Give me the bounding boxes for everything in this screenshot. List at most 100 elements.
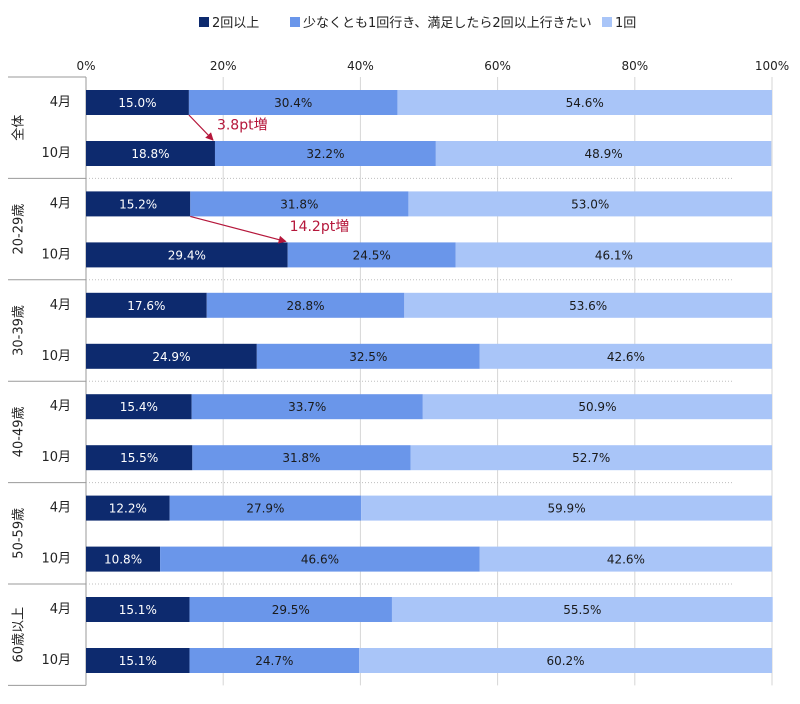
legend-swatch [602,17,612,27]
data-label: 50.9% [578,400,616,414]
data-label: 10.8% [104,553,142,567]
bar-segment [192,445,411,471]
data-label: 24.9% [152,350,190,364]
data-label: 15.4% [120,400,158,414]
data-label: 31.8% [282,451,320,465]
row-label: 4月 [50,399,71,414]
annotation-label: 3.8pt増 [217,118,268,134]
bar-segment [188,90,398,115]
bar-segment [408,191,772,217]
bar-segment [86,394,192,420]
bar-segment [410,445,772,471]
legend-label: 1回 [615,16,636,31]
annotation-arrow [190,215,287,244]
data-label: 32.2% [306,147,344,161]
data-label: 28.8% [286,299,324,313]
bar-segment [206,292,405,318]
group-label: 全体 [11,115,27,141]
bar-segment [189,648,360,673]
row-label: 4月 [50,298,71,313]
bar-segment [287,242,456,268]
bar-segment [256,343,480,369]
data-label: 42.6% [607,553,645,567]
x-tick-label: 20% [210,59,237,73]
bars: 15.0% 30.4% 54.6% 18.8% 32.2% 48.9% 15.2% 31.8%… [86,90,773,673]
data-label: 17.6% [127,299,165,313]
annotation-arrow [188,114,214,141]
x-tick-label: 60% [484,59,511,73]
data-label: 27.9% [246,502,284,516]
x-axis-ticks: 0% 20% 40% 60% 80% 100% [76,59,789,73]
data-label: 24.7% [255,654,293,668]
bar-segment [361,495,772,521]
bar-segment [397,90,772,115]
data-label: 48.9% [585,147,623,161]
bar-segment [189,597,392,622]
legend: 2回以上 少なくとも1回行き、満足したら2回以上行きたい 1回 [199,16,636,31]
data-label: 55.5% [563,603,601,617]
bar-segment [86,292,207,318]
bar-segment [86,343,257,369]
bar-segment [455,242,772,268]
group-label: 20-29歳 [12,204,27,255]
legend-label: 少なくとも1回行き、満足したら2回以上行きたい [303,16,592,31]
legend-swatch [199,17,209,27]
data-label: 29.4% [168,248,206,262]
data-label: 32.5% [349,350,387,364]
row-label: 10月 [41,349,71,364]
data-label: 18.8% [131,147,169,161]
bar-segment [86,191,191,217]
bar-segment [191,394,423,420]
bar-segment [86,495,170,521]
x-tick-label: 80% [621,59,648,73]
data-label: 53.0% [571,197,609,211]
bar-segment [86,597,190,622]
x-tick-label: 0% [76,59,95,73]
x-tick-label: 40% [347,59,374,73]
bar-segment [391,597,773,622]
bar-segment [86,648,190,673]
data-label: 42.6% [607,350,645,364]
group-label: 40-49歳 [12,407,27,458]
annotations: 3.8pt増 14.2pt増 [188,114,350,244]
data-label: 15.0% [118,96,156,110]
data-label: 52.7% [572,451,610,465]
bar-segment [190,191,409,217]
row-label: 10月 [41,450,71,465]
data-label: 59.9% [547,502,585,516]
data-label: 33.7% [288,400,326,414]
data-label: 15.1% [119,603,157,617]
annotation-label: 14.2pt増 [290,219,350,235]
row-label: 4月 [50,95,71,110]
data-label: 15.2% [119,197,157,211]
data-label: 29.5% [272,603,310,617]
bar-segment [86,546,161,572]
bar-segment [435,141,772,166]
bar-segment [86,242,288,268]
row-label: 4月 [50,501,71,516]
legend-item: 少なくとも1回行き、満足したら2回以上行きたい [290,16,592,31]
data-label: 24.5% [353,248,391,262]
data-label: 60.2% [546,654,584,668]
row-label: 10月 [41,247,71,262]
group-label: 30-39歳 [12,305,27,356]
bar-segment [86,141,215,166]
group-label: 60歳以上 [12,607,27,663]
data-label: 15.5% [120,451,158,465]
legend-swatch [290,17,300,27]
bar-segment [479,546,772,572]
bar-segment [479,343,772,369]
legend-item: 2回以上 [199,16,259,31]
data-label: 46.1% [595,248,633,262]
bar-segment [359,648,772,673]
data-label: 31.8% [280,197,318,211]
bar-segment [160,546,480,572]
row-label: 4月 [50,602,71,617]
x-tick-label: 100% [755,59,789,73]
legend-item: 1回 [602,16,636,31]
row-label: 10月 [41,653,71,668]
data-label: 53.6% [569,299,607,313]
data-label: 12.2% [109,502,147,516]
group-label: 50-59歳 [12,508,27,559]
legend-label: 2回以上 [212,16,259,31]
